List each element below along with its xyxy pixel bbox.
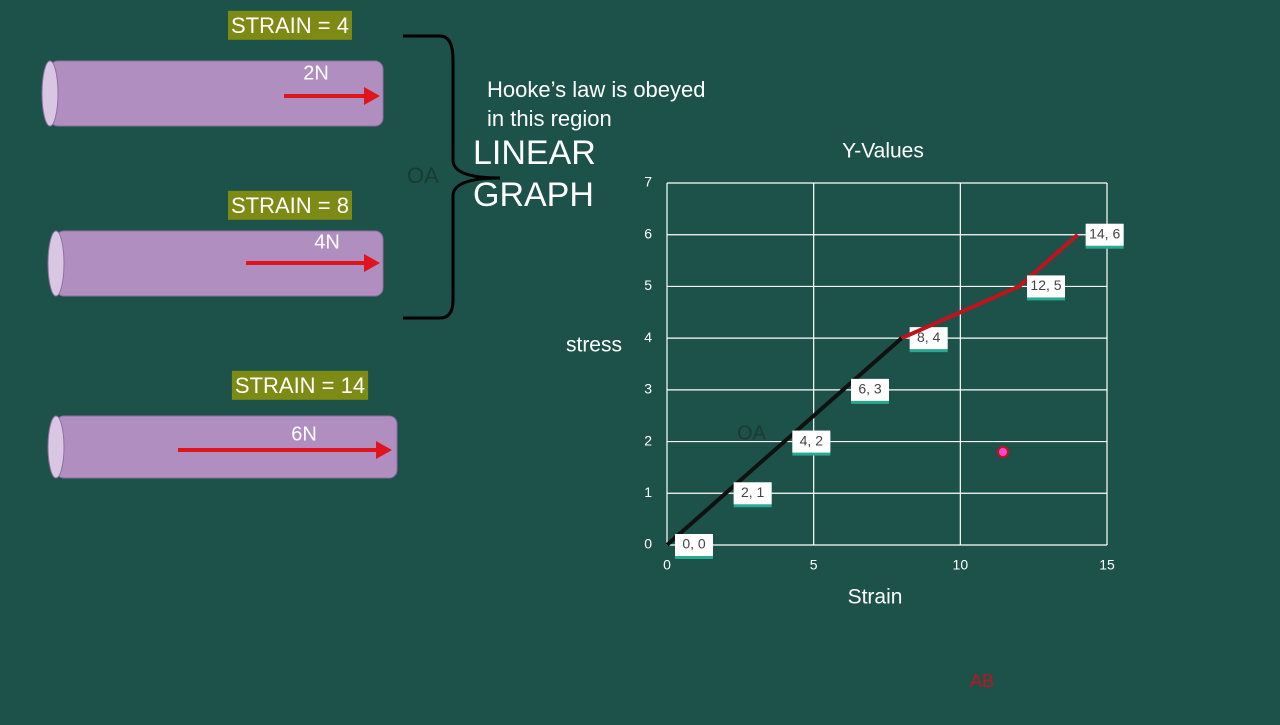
- strain-label-bg: [228, 190, 352, 220]
- force-label: 2N: [303, 62, 329, 84]
- force-arrowhead: [364, 87, 380, 105]
- annotation: AB: [970, 671, 994, 691]
- cylinder: [55, 415, 398, 479]
- x-axis-label: Strain: [848, 586, 903, 609]
- y-tick-label: 3: [644, 381, 652, 397]
- y-tick-label: 7: [644, 174, 652, 190]
- strain-label-bg: [231, 370, 369, 400]
- bracket: [403, 34, 501, 320]
- y-axis-label: stress: [566, 334, 622, 357]
- bracket-label: OA: [407, 163, 439, 188]
- heading: GRAPH: [473, 176, 594, 214]
- x-tick-label: 5: [810, 557, 818, 573]
- x-tick-label: 0: [663, 557, 671, 573]
- data-label: 4, 2: [800, 432, 824, 448]
- data-label-bg: [792, 430, 831, 453]
- y-tick-label: 1: [644, 484, 652, 500]
- note: Hooke’s law is obeyed: [487, 77, 706, 102]
- pointer-dot: [997, 446, 1009, 458]
- data-label: 2, 1: [741, 484, 765, 500]
- data-label-bg: [733, 482, 772, 505]
- y-tick-label: 5: [644, 277, 652, 293]
- data-label: 12, 5: [1030, 277, 1061, 293]
- force-arrowhead: [364, 254, 380, 272]
- y-tick-label: 2: [644, 432, 652, 448]
- data-line: [665, 336, 903, 547]
- data-label: 14, 6: [1089, 225, 1120, 241]
- y-tick-label: 0: [644, 536, 652, 552]
- data-line: [900, 233, 1079, 340]
- data-label-bg: [851, 378, 889, 401]
- cylinder-end: [47, 415, 65, 479]
- data-label-bg: [1027, 275, 1065, 298]
- data-label: 6, 3: [858, 381, 882, 397]
- data-label-bg: [909, 327, 948, 350]
- heading: LINEAR: [473, 134, 596, 172]
- strain-label: STRAIN = 8: [231, 193, 349, 218]
- data-label-bg: [1085, 223, 1124, 246]
- data-label: 8, 4: [917, 329, 941, 345]
- strain-label: STRAIN = 14: [235, 373, 365, 398]
- note: in this region: [487, 106, 612, 131]
- annotation: OA: [737, 422, 767, 444]
- chart-title: Y-Values: [842, 140, 924, 163]
- force-label: 4N: [314, 231, 340, 253]
- data-label: 0, 0: [682, 536, 706, 552]
- cylinder: [49, 60, 384, 127]
- strain-label: STRAIN = 4: [231, 13, 349, 38]
- y-tick-label: 4: [644, 329, 652, 345]
- force-label: 6N: [291, 423, 317, 445]
- strain-label-bg: [228, 10, 352, 40]
- cylinder-end: [47, 230, 65, 297]
- force-arrowhead: [376, 441, 392, 459]
- x-tick-label: 15: [1099, 557, 1115, 573]
- x-tick-label: 10: [953, 557, 969, 573]
- cylinder-end: [41, 60, 59, 127]
- data-label-bg: [675, 534, 713, 556]
- y-tick-label: 6: [644, 225, 652, 241]
